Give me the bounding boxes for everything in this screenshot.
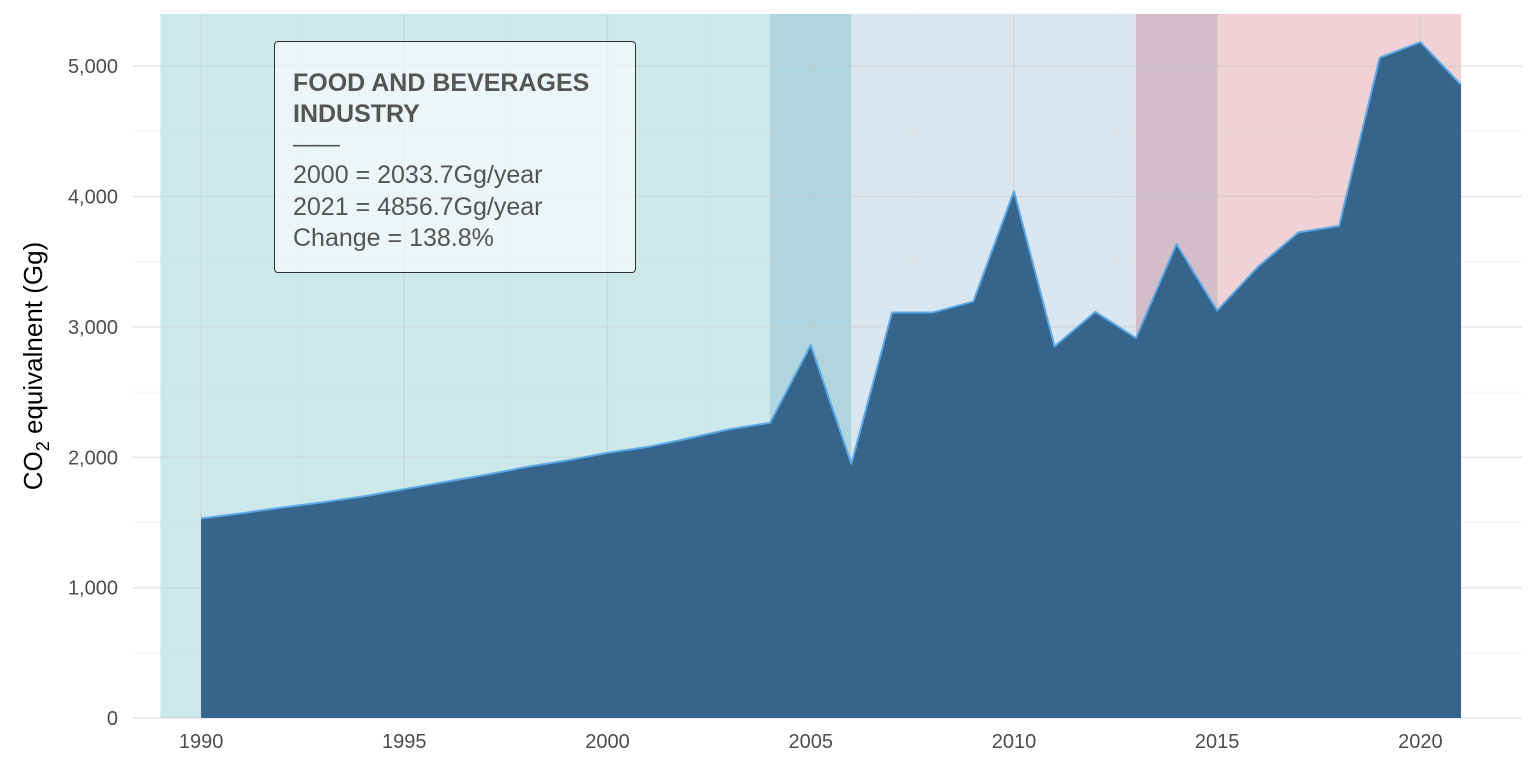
- x-tick-label: 2010: [992, 731, 1037, 753]
- annotation-title-line: FOOD AND BEVERAGES: [293, 69, 590, 97]
- data-point-2001: [647, 446, 649, 448]
- data-point-2000: [607, 452, 609, 454]
- data-point-2021: [1460, 84, 1462, 86]
- x-axis-ticks: 1990 1995 2000 2005 2010 2015 2020: [179, 731, 1443, 753]
- data-point-2013: [1135, 337, 1137, 339]
- data-point-1999: [566, 460, 568, 462]
- data-point-2009: [973, 301, 975, 303]
- data-point-1994: [363, 496, 365, 498]
- data-point-2019: [1379, 57, 1381, 59]
- data-point-1996: [444, 481, 446, 483]
- x-tick-label: 2005: [788, 731, 833, 753]
- data-point-2005: [810, 344, 812, 346]
- data-point-2014: [1176, 243, 1178, 245]
- annotation-value-2000: 2000 = 2033.7Gg/year: [293, 161, 543, 189]
- data-point-1993: [322, 501, 324, 503]
- area-fill: [201, 42, 1462, 718]
- data-point-1995: [404, 488, 406, 490]
- annotation-box: FOOD AND BEVERAGES INDUSTRY —— 2000 = 20…: [274, 41, 636, 273]
- data-point-1992: [282, 507, 284, 509]
- annotation-title-line: INDUSTRY: [293, 100, 420, 128]
- annotation-value-2021: 2021 = 4856.7Gg/year: [293, 192, 543, 221]
- y-axis-ticks: 0 1,000 2,000 3,000 4,000 5,000: [68, 56, 118, 730]
- y-tick-label: 5,000: [68, 56, 118, 78]
- y-tick-label: 0: [107, 708, 118, 730]
- data-point-2012: [1094, 311, 1096, 313]
- data-point-2006: [851, 463, 853, 465]
- y-tick-label: 3,000: [68, 317, 118, 339]
- data-point-2015: [1216, 310, 1218, 312]
- data-area: [200, 41, 1462, 718]
- data-point-2020: [1420, 41, 1422, 43]
- data-point-2004: [769, 422, 771, 424]
- data-point-2011: [1054, 346, 1056, 348]
- y-axis-title: CO2 equivalnent (Gg): [18, 242, 53, 490]
- y-tick-label: 1,000: [68, 578, 118, 600]
- x-tick-label: 2020: [1398, 731, 1443, 753]
- data-point-1990: [200, 518, 202, 520]
- data-point-1991: [241, 513, 243, 515]
- data-point-2018: [1338, 225, 1340, 227]
- data-point-2008: [932, 312, 934, 314]
- y-tick-label: 4,000: [68, 187, 118, 209]
- annotation-title: FOOD AND BEVERAGES INDUSTRY: [293, 68, 617, 130]
- data-point-1997: [485, 474, 487, 476]
- data-point-2017: [1298, 232, 1300, 234]
- area-outline: [200, 41, 1462, 520]
- x-tick-label: 2015: [1195, 731, 1240, 753]
- data-point-2016: [1257, 266, 1259, 268]
- data-point-2003: [729, 428, 731, 430]
- annotation-change: Change = 138.8%: [293, 224, 494, 252]
- x-tick-label: 2000: [585, 731, 630, 753]
- data-point-2002: [688, 438, 690, 440]
- data-point-2010: [1013, 191, 1015, 193]
- data-point-2007: [891, 312, 893, 314]
- y-tick-label: 2,000: [68, 447, 118, 469]
- annotation-rule: ——: [293, 131, 340, 158]
- x-tick-label: 1990: [179, 731, 224, 753]
- data-point-1998: [525, 466, 527, 468]
- x-tick-label: 1995: [382, 731, 427, 753]
